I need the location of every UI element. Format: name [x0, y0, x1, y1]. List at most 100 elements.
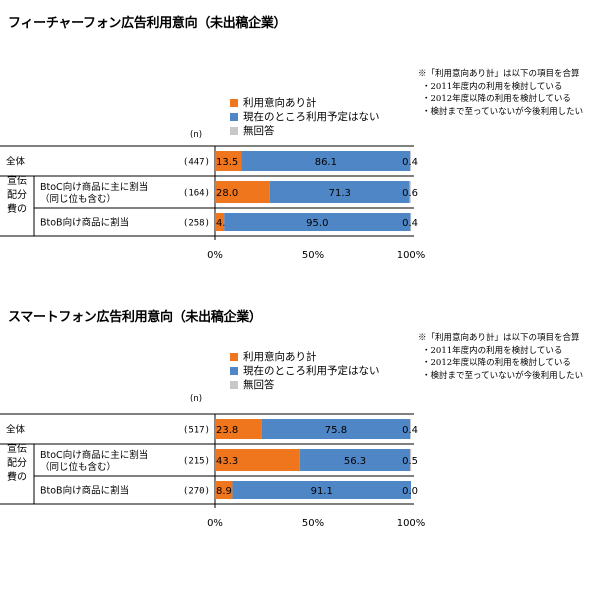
group-label-char: 分: [17, 189, 27, 201]
group-label-char: 宣: [7, 174, 17, 187]
data-label: 28.0: [216, 188, 238, 199]
legend-item: 無回答: [230, 124, 380, 138]
bar-segment: [215, 481, 233, 499]
tick-label: 100%: [397, 250, 426, 261]
legend-label: 無回答: [243, 125, 275, 137]
note-line: ・検討まで至っていないが今後利用したい: [422, 106, 584, 117]
row-n-value: (517): [183, 426, 210, 436]
group-label-char: 分: [17, 457, 27, 469]
data-label: 95.0: [306, 218, 328, 229]
row-label: BtoC向け商品に主に割当: [40, 449, 148, 461]
legend-swatch-gray: [230, 381, 238, 389]
legend-swatch-orange: [230, 99, 238, 107]
data-label: 13.5: [216, 157, 238, 168]
data-label: 0.5: [402, 456, 418, 467]
legend-label: 利用意向あり計: [243, 351, 317, 363]
legend-swatch-blue: [230, 113, 238, 121]
legend-label: 無回答: [243, 379, 275, 391]
data-label: 0.4: [402, 157, 418, 168]
bar-segment: [215, 181, 270, 203]
row-n-value: (258): [183, 219, 210, 229]
bar-segment: [224, 213, 411, 231]
row-n-value: (447): [183, 158, 210, 168]
data-label: 0.4: [402, 425, 418, 436]
legend-item: 現在のところ利用予定はない: [230, 110, 380, 124]
data-label: 23.8: [216, 425, 238, 436]
tick-label: 0%: [207, 518, 223, 529]
group-label-char: 配: [7, 457, 17, 469]
data-label: 75.8: [325, 425, 347, 436]
group-label-char: 費: [7, 202, 17, 215]
legend: 利用意向あり計 現在のところ利用予定はない 無回答: [230, 350, 380, 392]
legend-item: 利用意向あり計: [230, 350, 380, 364]
bar-segment: [232, 481, 411, 499]
smartphone-section: スマートフォン広告利用意向（未出稿企業） ※「利用意向あり計」は以下の項目を合算…: [0, 294, 600, 594]
note-line: ※「利用意向あり計」は以下の項目を合算: [418, 69, 580, 79]
tick-label: 0%: [207, 250, 223, 261]
bar-segment: [215, 213, 225, 231]
row-label: 全体: [6, 424, 26, 436]
data-label: 0.0: [402, 486, 418, 497]
note-line: ・2012年度以降の利用を検討している: [422, 94, 571, 104]
legend-label: 利用意向あり計: [243, 97, 317, 109]
bar-segment: [215, 419, 262, 439]
row-label: 全体: [6, 156, 26, 168]
bar-segment: [410, 151, 411, 171]
row-label: BtoB向け商品に割当: [40, 217, 129, 229]
row-n-value: (164): [183, 189, 210, 199]
group-label-char: の: [17, 204, 27, 215]
bar-segment: [410, 449, 412, 471]
bar-segment: [410, 419, 411, 439]
group-label-char: の: [17, 472, 27, 483]
data-label: 86.1: [315, 157, 337, 168]
note-line: ・2011年度内の利用を検討している: [422, 81, 563, 92]
legend-item: 現在のところ利用予定はない: [230, 364, 380, 378]
bar-segment: [409, 181, 411, 203]
data-label: 0.4: [402, 218, 418, 229]
data-label: 56.3: [344, 456, 366, 467]
note-line: ・検討まで至っていないが今後利用したい: [422, 370, 584, 381]
note-line: ・2011年度内の利用を検討している: [422, 345, 563, 356]
n-header: (n): [190, 130, 203, 140]
bar-segment: [241, 151, 411, 171]
group-label-char: 宣: [7, 442, 17, 455]
row-label: BtoC向け商品に主に割当: [40, 181, 148, 193]
group-label-char: 伝: [17, 443, 27, 455]
bar-segment: [269, 181, 410, 203]
note-line: ・2012年度以降の利用を検討している: [422, 358, 571, 368]
legend-swatch-orange: [230, 353, 238, 361]
legend-item: 利用意向あり計: [230, 96, 380, 110]
data-label: 71.3: [329, 188, 351, 199]
data-label: 43.3: [216, 456, 238, 467]
legend-swatch-blue: [230, 367, 238, 375]
row-n-value: (270): [183, 487, 210, 497]
group-label-char: 配: [7, 189, 17, 201]
bar-chart-smartphone: 宣伝配 分費 の 全体 (517) 23.8 75.8 0.4 BtoC向け商品に主に割当（同じ…: [0, 413, 426, 529]
bar-segment: [215, 449, 300, 471]
data-label: 91.1: [311, 486, 333, 497]
row-label: （同じ位も含む）: [40, 193, 116, 205]
legend-item: 無回答: [230, 378, 380, 392]
legend: 利用意向あり計 現在のところ利用予定はない 無回答: [230, 96, 380, 138]
bar-chart-feature-phone: 宣伝配 分費 の 全体 (447) 13.5 86.1 0.4 BtoC向け商品に主に割当（同じ…: [0, 145, 426, 261]
note-block: ※「利用意向あり計」は以下の項目を合算 ・2011年度内の利用を検討している ・…: [418, 68, 583, 118]
tick-label: 100%: [397, 518, 426, 529]
group-label-char: 費: [7, 470, 17, 483]
tick-label: 50%: [302, 250, 324, 261]
n-header: (n): [190, 394, 203, 404]
row-label: BtoB向け商品に割当: [40, 485, 129, 497]
bar-segment: [261, 419, 411, 439]
note-block: ※「利用意向あり計」は以下の項目を合算 ・2011年度内の利用を検討している ・…: [418, 332, 583, 382]
bar-segment: [410, 213, 412, 231]
data-label: 8.9: [216, 486, 232, 497]
bar-segment: [215, 151, 242, 171]
chart-title: フィーチャーフォン広告利用意向（未出稿企業）: [8, 16, 287, 31]
legend-label: 現在のところ利用予定はない: [243, 365, 380, 377]
feature-phone-section: フィーチャーフォン広告利用意向（未出稿企業） ※「利用意向あり計」は以下の項目を…: [0, 16, 583, 261]
legend-label: 現在のところ利用予定はない: [243, 111, 380, 123]
data-label: 4.7: [216, 218, 232, 229]
note-line: ※「利用意向あり計」は以下の項目を合算: [418, 333, 580, 343]
legend-swatch-gray: [230, 127, 238, 135]
row-n-value: (215): [183, 457, 210, 467]
data-label: 0.6: [402, 188, 418, 199]
